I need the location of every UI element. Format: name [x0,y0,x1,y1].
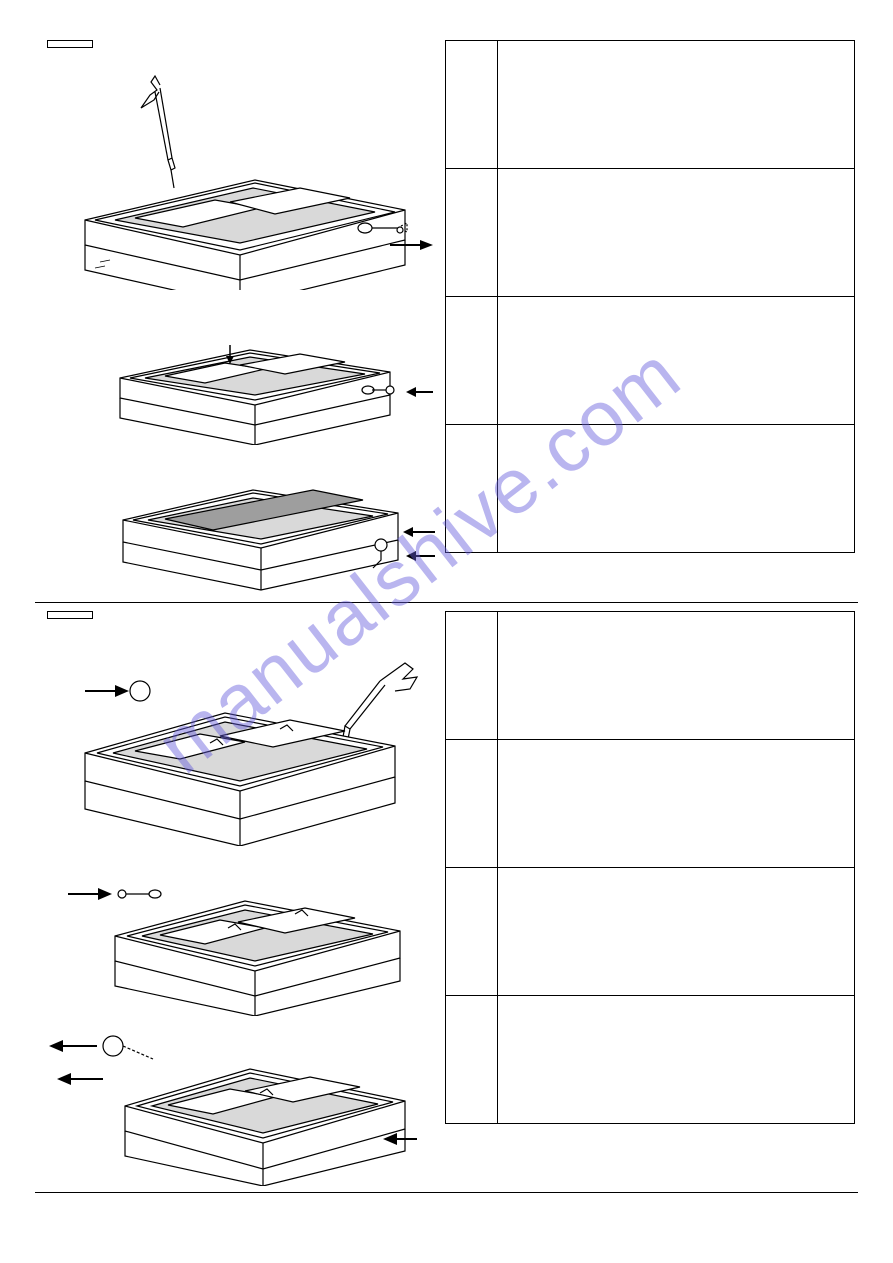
text-cell [498,425,855,553]
illustration-1c [113,450,443,595]
lang-cell [446,297,498,425]
table-row [446,425,855,553]
lang-cell [446,41,498,169]
text-cell [498,169,855,297]
section-2 [35,611,858,1193]
lang-cell [446,169,498,297]
table-row [446,169,855,297]
text-cell [498,41,855,169]
text-cell [498,740,855,868]
lang-cell [446,425,498,553]
text-cell [498,612,855,740]
illustration-area-2 [35,611,430,1192]
lang-cell [446,996,498,1124]
illustration-area-1 [35,40,430,602]
text-cell [498,996,855,1124]
figure-label-1 [47,40,93,48]
lang-cell [446,740,498,868]
illustration-2c [45,1021,425,1186]
table-row [446,996,855,1124]
figure-label-2 [47,611,93,619]
lang-cell [446,612,498,740]
table-row [446,868,855,996]
illustration-2b [60,856,420,1016]
table-row [446,41,855,169]
illustration-2a [65,651,435,846]
section-1 [35,40,858,603]
instruction-table-2 [445,611,855,1192]
instruction-table-1 [445,40,855,602]
text-cell [498,868,855,996]
illustration-1b [110,310,440,445]
table-row [446,297,855,425]
table-row [446,612,855,740]
text-cell [498,297,855,425]
illustration-1a [55,70,435,290]
table-row [446,740,855,868]
lang-cell [446,868,498,996]
